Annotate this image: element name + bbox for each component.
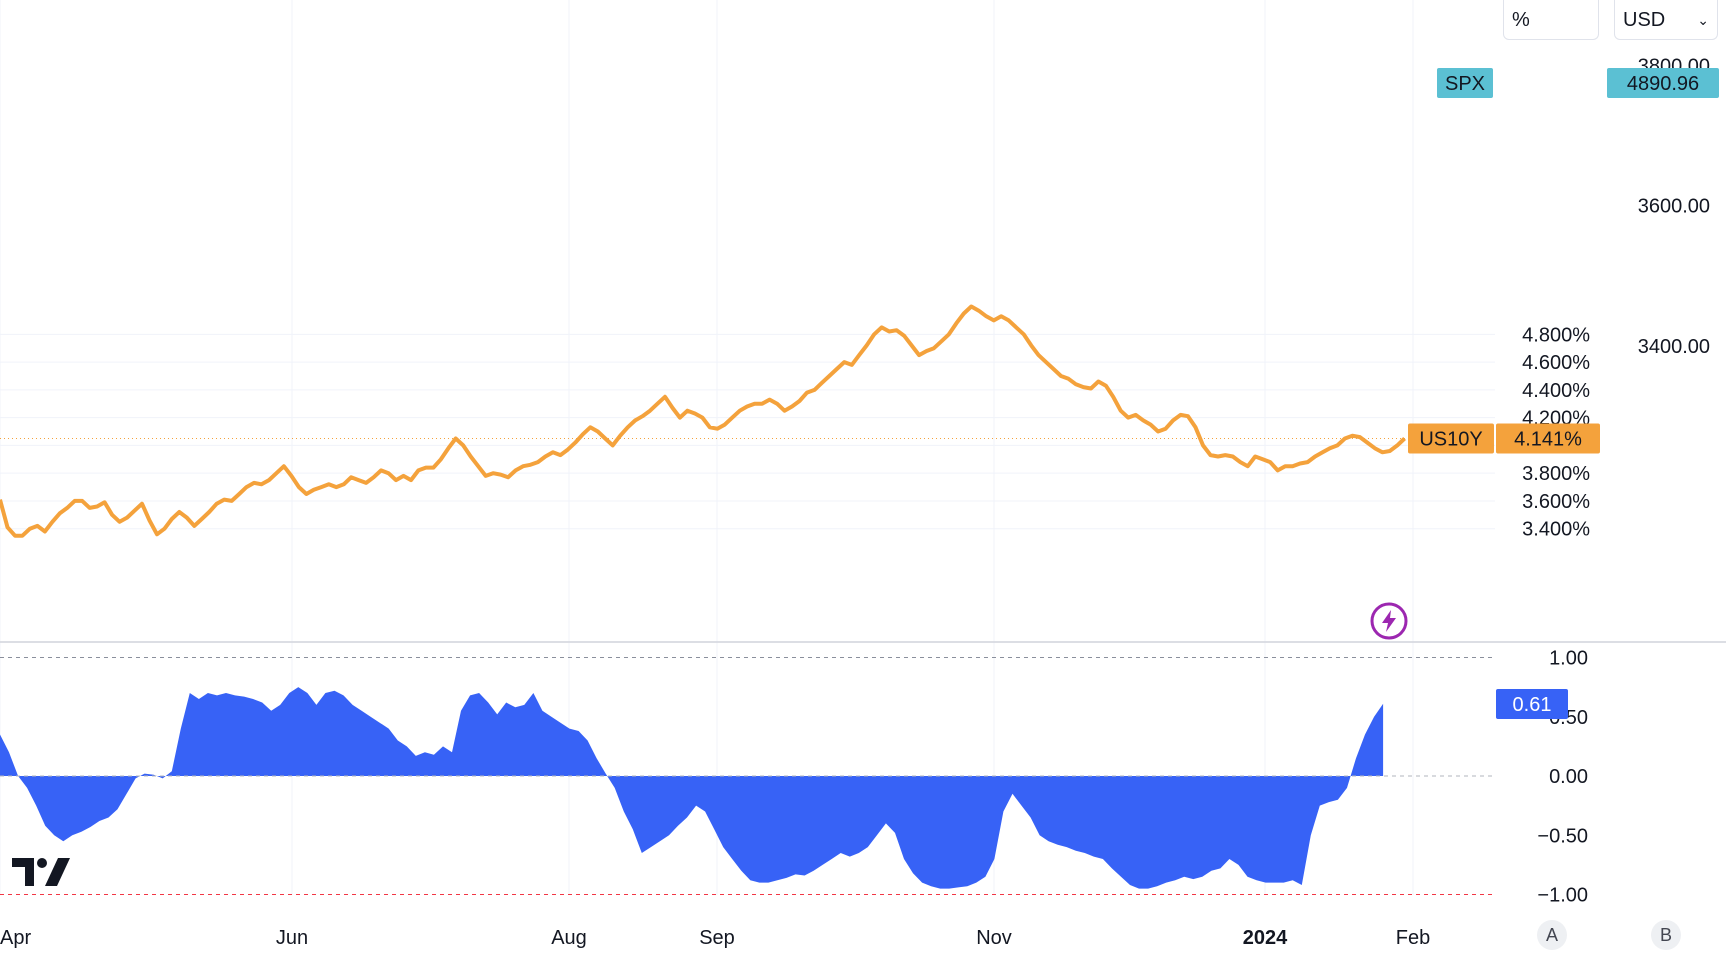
y-tick-percent: 4.600% [1522,352,1590,374]
correlation-fill [0,687,1384,889]
y-tick-percent: 3.600% [1522,491,1590,513]
correlation-value-label-text: 0.61 [1513,694,1552,716]
x-tick-label: Feb [1396,927,1430,949]
x-tick-label: 2024 [1243,927,1288,949]
x-tick-label: Sep [699,927,735,949]
correlation-value-label: 0.61 [1496,689,1568,719]
y-tick-usd: 3400.00 [1638,336,1710,358]
chevron-down-icon: ⌄ [1697,12,1709,28]
us10y-line [0,304,1406,538]
us10y-value-label-text: 4.141% [1514,428,1582,450]
y-tick-percent: 4.400% [1522,380,1590,402]
auto-scale-label: A [1545,925,1558,945]
percent-scale-toggle[interactable]: % [1503,0,1599,40]
time-axis: Apr Jun Aug Sep Nov 2024 Feb [0,927,1430,949]
spx-value-label-text: 4890.96 [1627,73,1699,95]
y-tick-percent: 4.800% [1522,324,1590,346]
x-tick-label: Jun [276,927,308,949]
auto-scale-button[interactable]: A [1537,920,1567,950]
y-tick-usd: 3600.00 [1638,196,1710,218]
correlation-area [0,657,1495,895]
y-tick-correlation: 1.00 [1549,648,1588,670]
y-tick-correlation: −0.50 [1537,825,1588,847]
spx-value-label: 4890.96 [1607,68,1719,98]
tradingview-logo-icon [12,858,70,893]
x-tick-label: Nov [976,927,1012,949]
x-tick-label: Apr [0,927,31,949]
percent-label: % [1512,9,1530,31]
spx-name-label-text: SPX [1445,73,1485,95]
us10y-name-label: US10Y [1408,423,1494,454]
y-tick-correlation: 0.00 [1549,766,1588,788]
b-button[interactable]: B [1651,920,1681,950]
y-tick-percent: 3.400% [1522,519,1590,541]
y-tick-correlation: −1.00 [1537,885,1588,907]
last-value-labels: SPX 4890.96 US10Y 4.141% 0.61 [1408,68,1719,719]
price-axes: 3.400%3.600%3.800%4.000%4.200%4.400%4.60… [1522,56,1710,907]
x-tick-label: Aug [551,927,587,949]
y-tick-percent: 3.800% [1522,463,1590,485]
b-label: B [1659,925,1672,945]
spx-name-label: SPX [1437,68,1493,98]
us10y-value-label: 4.141% [1496,423,1600,454]
us10y-series [0,304,1406,538]
currency-select[interactable]: USD ⌄ [1614,0,1718,40]
currency-label: USD [1623,9,1666,31]
lightning-icon[interactable] [1369,601,1409,646]
us10y-name-label-text: US10Y [1419,428,1482,450]
